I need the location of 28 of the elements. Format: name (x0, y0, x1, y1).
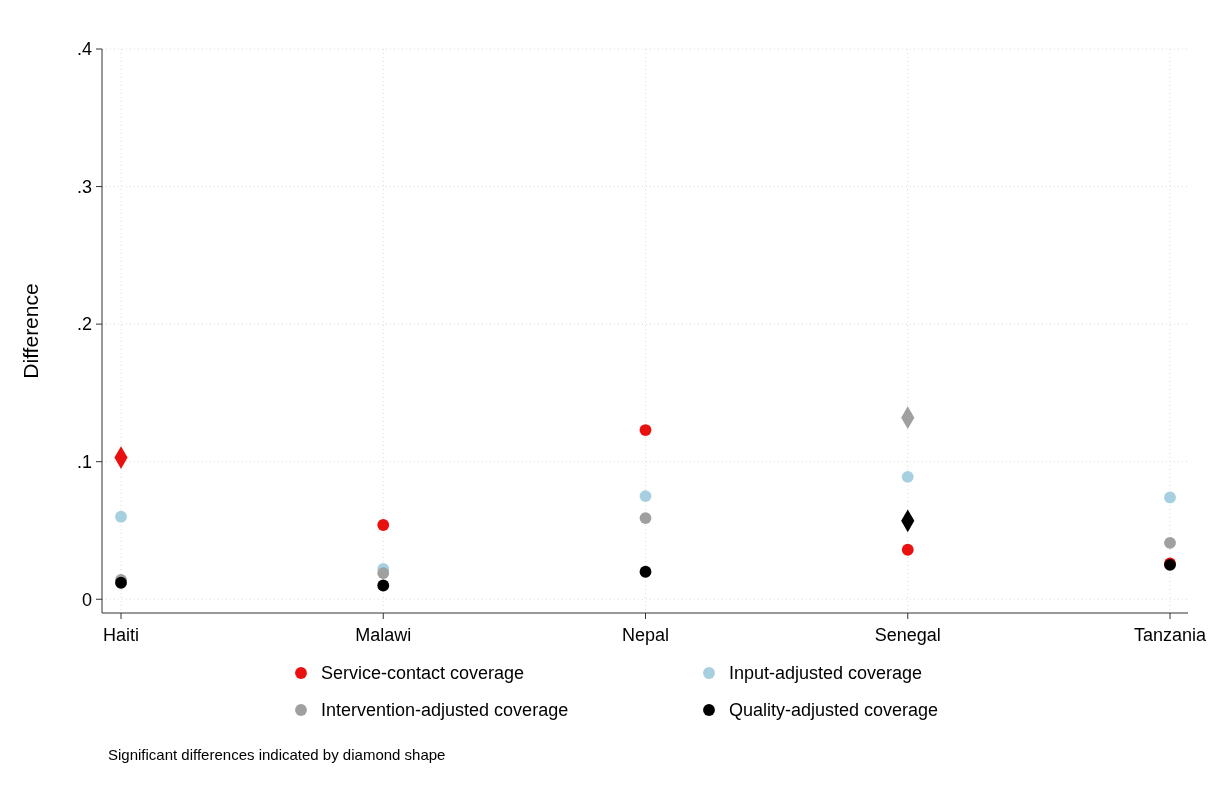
y-axis-title: Difference (19, 283, 42, 379)
point (639, 490, 652, 502)
text: Significant differences indicated by diamond shape (108, 746, 446, 763)
x-tick-label: Haiti (102, 625, 140, 645)
point (639, 565, 652, 578)
legend-label: Service-contact coverage (321, 663, 525, 684)
y-tick-label: .2 (76, 314, 92, 335)
y-tick-label: 0 (81, 589, 92, 610)
point (639, 512, 652, 524)
x-tick-label: Senegal (874, 625, 941, 645)
point (1164, 491, 1176, 504)
point (377, 519, 390, 531)
legend-label: Intervention-adjusted coverage (321, 700, 569, 721)
x-tick-label: Tanzania (1133, 625, 1208, 645)
y-tick-label: .3 (76, 176, 92, 197)
point (1164, 536, 1176, 549)
point (901, 543, 914, 556)
y-tick-label: .4 (76, 39, 92, 60)
point (377, 579, 390, 592)
x-tick-label: Nepal (621, 625, 670, 645)
point (901, 470, 914, 483)
point (639, 424, 652, 436)
x-tick-label: Malawi (355, 625, 412, 645)
point (115, 510, 127, 523)
point (377, 567, 390, 580)
legend-label: Quality-adjusted coverage (729, 700, 939, 721)
y-tick-label: .1 (76, 451, 92, 472)
legend-label: Input-adjusted coverage (729, 663, 923, 684)
